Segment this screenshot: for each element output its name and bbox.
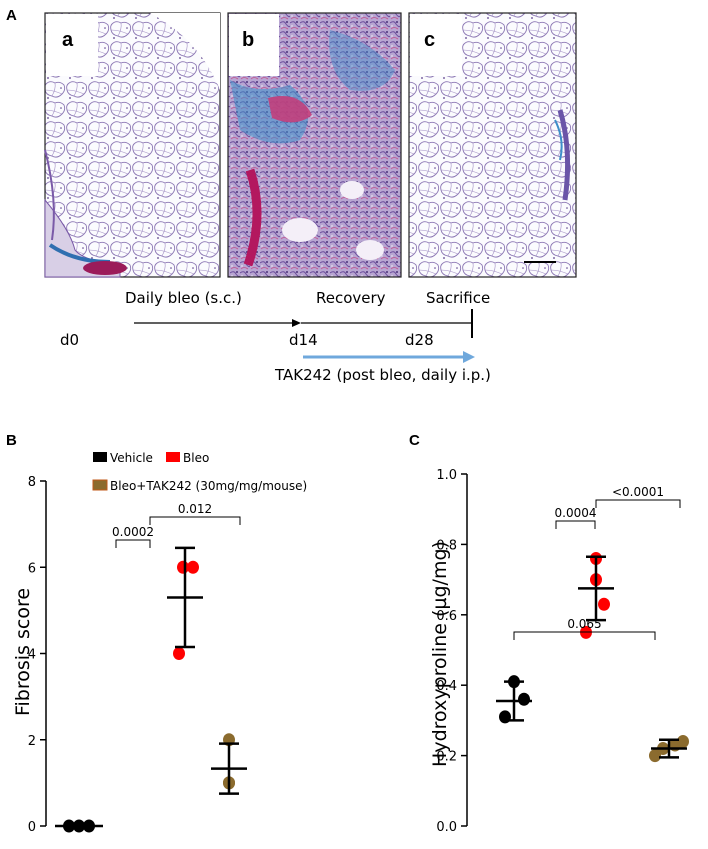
comparison-bracket [595,499,681,508]
panel-label-b: B [6,432,17,449]
y-tick-label: 0 [28,820,36,835]
panel-label-a: A [6,7,17,24]
data-point [518,692,530,706]
p-value-label: <0.0001 [612,485,664,499]
panel-label-c: C [409,432,420,449]
data-point [649,749,661,763]
day-14-label: d14 [289,331,318,349]
chart-b: 0 2 4 6 8 0.0002 0.012 [28,475,247,835]
day-28-label: d28 [405,331,434,349]
phase-recovery: Recovery [316,289,386,307]
chart-c: 0.0 0.2 0.4 0.6 0.8 1.0 0.0004 <0.0001 0.065 [436,468,689,835]
phase-daily-bleo: Daily bleo (s.c.) [125,289,242,307]
timeline: Daily bleo (s.c.) Recovery Sacrifice d0 … [60,289,491,384]
data-point [677,735,689,749]
histology-image-a: a [44,12,221,278]
chart-c-ylabel: Hydroxyproline (µg/mg) [429,541,451,767]
y-tick-label: 0.4 [436,679,457,694]
histology-image-c: c [408,12,577,278]
data-point [187,560,199,574]
histology-label-c: c [424,29,435,51]
y-tick-label: 8 [28,475,36,490]
day-0-label: d0 [60,331,79,349]
histology-label-b: b [242,29,254,51]
chart-b-ylabel: Fibrosis score [12,588,34,716]
comparison-bracket [513,631,656,640]
y-tick-label: 0.6 [436,609,457,624]
y-tick-label: 1.0 [436,468,457,483]
legend: Vehicle Bleo Bleo+TAK242 (30mg/mg/mouse) [92,451,307,493]
legend-label-bleo-tak242: Bleo+TAK242 (30mg/mg/mouse) [110,479,307,493]
p-value-label: 0.0004 [555,506,597,520]
p-value-label: 0.065 [567,617,601,631]
data-point [173,647,185,660]
y-tick-label: 0.8 [436,538,457,553]
y-tick-label: 0.2 [436,750,457,765]
y-tick-label: 4 [28,648,36,663]
p-value-label: 0.012 [178,502,212,516]
y-tick-label: 0.0 [436,820,457,835]
histology-image-b: b [227,12,402,278]
data-point [598,597,610,611]
histology-label-a: a [62,29,74,51]
legend-label-bleo: Bleo [183,451,209,465]
comparison-bracket [555,520,596,529]
legend-swatch-bleo-tak242 [92,479,108,491]
p-value-label: 0.0002 [112,525,154,539]
tak242-label: TAK242 (post bleo, daily i.p.) [274,366,491,384]
comparison-bracket [115,539,151,548]
phase-sacrifice: Sacrifice [426,289,490,307]
legend-label-vehicle: Vehicle [110,451,153,465]
y-tick-label: 2 [28,734,36,749]
legend-swatch-vehicle [93,452,107,462]
legend-swatch-bleo [166,452,180,462]
tak242-arrow-head [463,351,475,363]
comparison-bracket [149,516,241,525]
y-tick-label: 6 [28,561,36,576]
bleo-arrow-head [292,319,301,327]
